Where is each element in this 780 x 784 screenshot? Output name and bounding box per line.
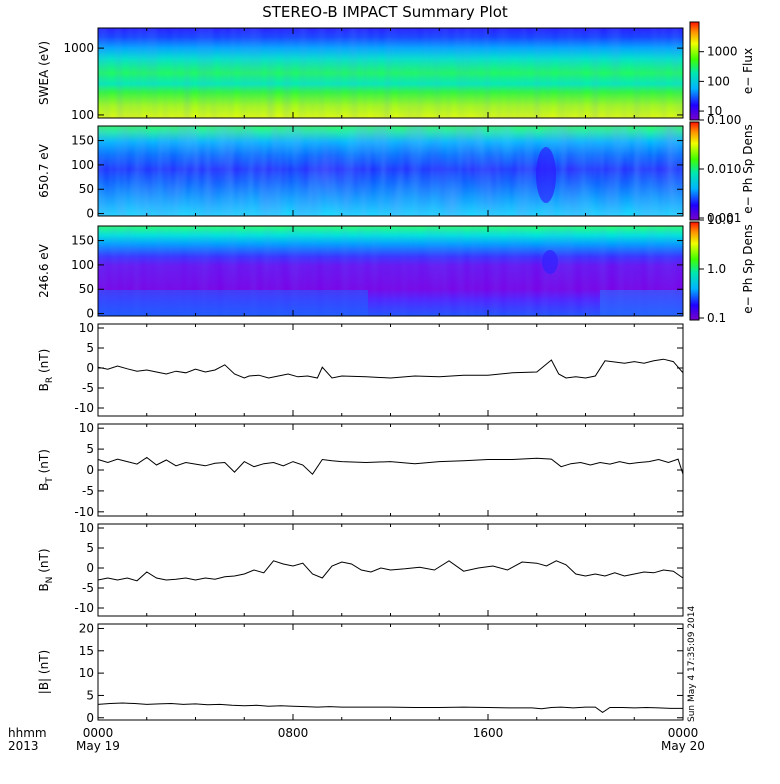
colorbar-tick-label: 1.0 [707,262,726,276]
ytick-label: 5 [86,442,94,456]
xtick-label: 0800 [278,726,309,740]
xtick-label: 0000 [83,726,114,740]
ytick-label: -10 [74,601,94,615]
ytick-label: 10 [79,666,94,680]
ytick-label: 5 [86,541,94,555]
ytick-label: 10 [79,321,94,335]
series-line-panel-4 [97,358,684,379]
ytick-label: 0 [86,307,94,321]
pad-246-colorbar [689,221,700,321]
ylabel-panel-6: BN (nT) [37,548,55,591]
plot-timestamp: Sun May 4 17:35:09 2014 [687,606,697,722]
ylabel-panel-4: BR (nT) [37,349,55,392]
colorbar-tick-label: 0.1 [707,311,726,325]
panel-frame-4 [97,323,684,417]
ytick-label: 50 [79,182,94,196]
ytick-label: 1000 [63,41,94,55]
ylabel-panel-5: BT (nT) [37,449,55,491]
ytick-label: -5 [82,484,94,498]
ytick-label: 10 [79,521,94,535]
ytick-label: 0 [86,561,94,575]
ytick-label: 100 [71,108,94,122]
ylabel-panel-1: SWEA (eV) [37,41,51,105]
pad-650-colorbar [689,121,700,221]
panel-frame-7 [97,623,684,721]
colorbar-label-1: e− Flux [741,48,755,94]
ytick-label: 15 [79,644,94,658]
colorbar-tick-label: 0.001 [707,211,741,225]
xtick-label: 1600 [473,726,504,740]
ytick-label: 150 [71,234,94,248]
panel-frame-5 [97,423,684,517]
ytick-label: 20 [79,621,94,635]
xtick-label: 0000 [668,726,699,740]
ytick-label: 5 [86,688,94,702]
time-axis-label-year: 2013 [8,739,39,753]
colorbar-tick-label: 100 [707,74,730,88]
ylabel-panel-7: |B| (nT) [37,650,51,694]
swea-spectrogram [98,28,683,118]
colorbar-tick-label: 0.010 [707,162,741,176]
series-line-panel-7 [97,702,683,714]
ytick-label: 150 [71,134,94,148]
ytick-label: -5 [82,381,94,395]
xtick-date-label: May 19 [76,739,120,753]
ytick-label: 50 [79,282,94,296]
time-axis-label-format: hhmm [8,726,47,740]
series-line-panel-6 [97,560,684,582]
ylabel-panel-2: 650.7 eV [37,143,51,198]
plot-title: STEREO-B IMPACT Summary Plot [262,3,508,21]
ytick-label: -10 [74,505,94,519]
ytick-label: 0 [86,207,94,221]
ylabel-panel-3: 246.6 eV [37,243,51,298]
ytick-label: 0 [86,463,94,477]
colorbar-tick-label: 10 [707,104,722,118]
xtick-date-label: May 20 [661,739,705,753]
pad-650-spectrogram [98,126,683,216]
ytick-label: 100 [71,258,94,272]
ytick-label: 0 [86,361,94,375]
ytick-label: 5 [86,341,94,355]
ytick-label: 10 [79,421,94,435]
ytick-label: -10 [74,401,94,415]
colorbar-tick-label: 0.100 [707,113,741,127]
ytick-label: -5 [82,581,94,595]
colorbar-tick-label: 1000 [707,45,738,59]
colorbar-label-3: e− Ph Sp Dens [741,224,755,313]
ytick-label: 0 [86,711,94,725]
colorbar-tick-label: 10.0 [707,213,734,227]
series-line-panel-5 [97,456,684,475]
ytick-label: 100 [71,158,94,172]
pad-246-spectrogram [98,226,683,316]
colorbar-label-2: e− Ph Sp Dens [741,124,755,213]
flux-colorbar [689,21,700,121]
